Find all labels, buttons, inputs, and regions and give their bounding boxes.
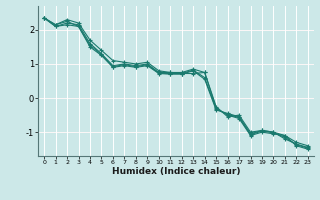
X-axis label: Humidex (Indice chaleur): Humidex (Indice chaleur) <box>112 167 240 176</box>
